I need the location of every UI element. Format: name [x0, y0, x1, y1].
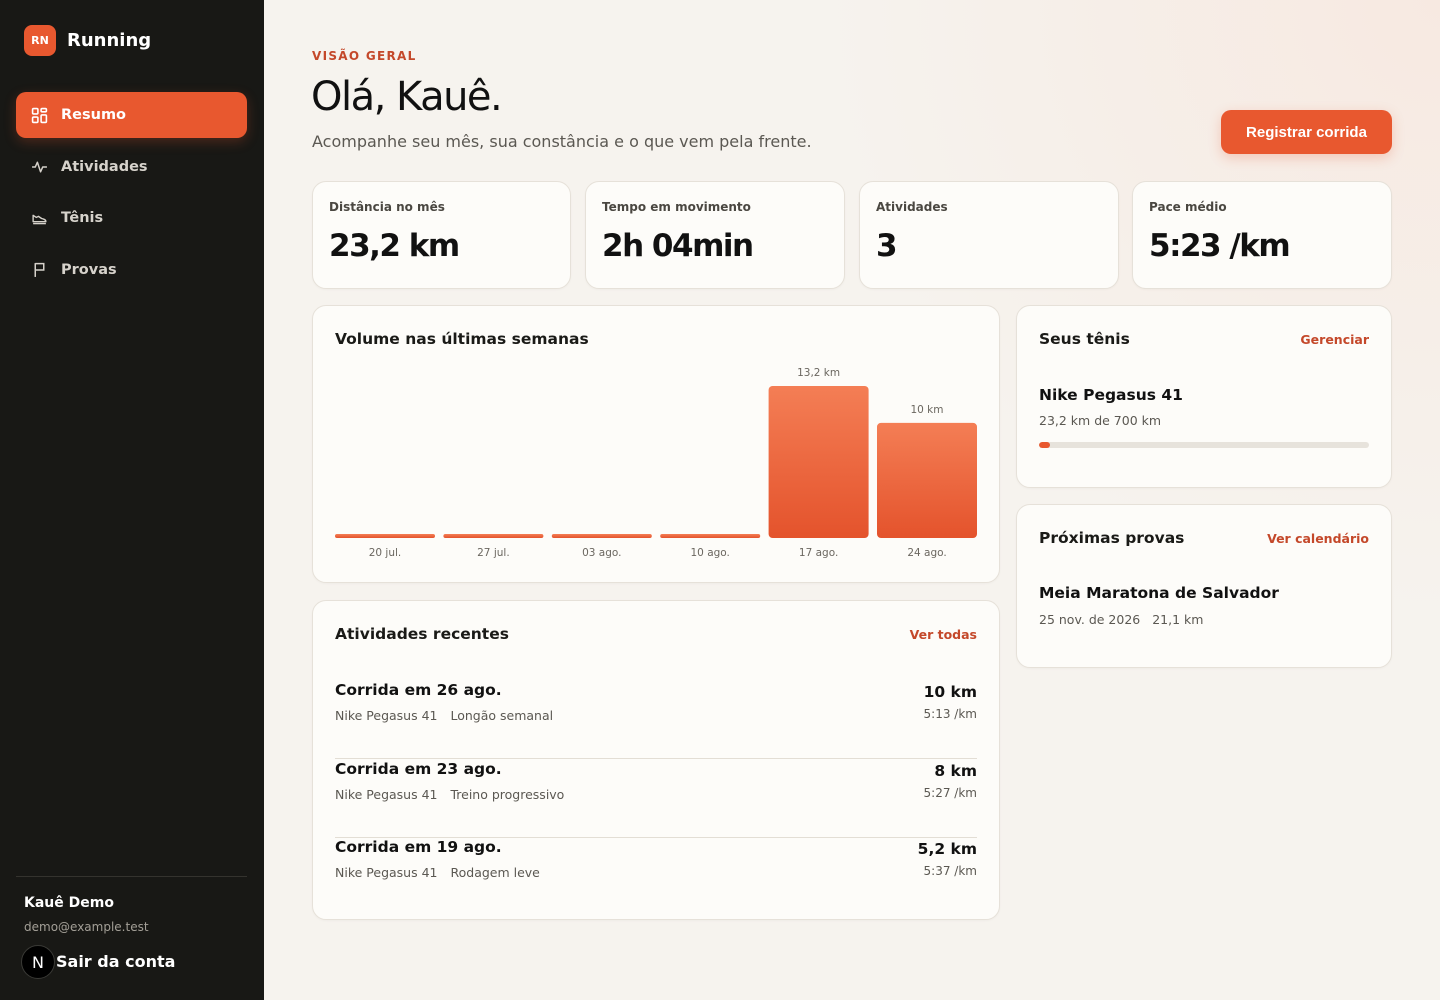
brand[interactable]: RN Running [24, 25, 151, 56]
stat-label: Atividades [876, 200, 948, 214]
activity-row[interactable]: Corrida em 26 ago. Nike Pegasus 41 Longã… [335, 681, 977, 759]
sidebar-divider [16, 876, 247, 877]
sidebar-item-label: Tênis [61, 210, 104, 226]
stat-card-moving-time: Tempo em movimento 2h 04min [585, 181, 845, 289]
activity-row[interactable]: Corrida em 23 ago. Nike Pegasus 41 Trein… [335, 760, 977, 838]
register-run-button[interactable]: Registrar corrida [1221, 110, 1392, 154]
brand-name: Running [67, 30, 152, 51]
dev-badge[interactable]: N [21, 945, 55, 979]
logout-button[interactable]: Sair da conta [56, 952, 176, 971]
activity-meta: Nike Pegasus 41 Rodagem leve [335, 865, 540, 880]
race-meta: 25 nov. de 2026 21,1 km [1039, 612, 1203, 627]
activity-shoe: Nike Pegasus 41 [335, 865, 438, 880]
activity-row[interactable]: Corrida em 19 ago. Nike Pegasus 41 Rodag… [335, 838, 977, 916]
chart-bar[interactable] [660, 534, 761, 538]
activity-note: Treino progressivo [450, 787, 565, 802]
page-title: Olá, Kauê. [311, 74, 503, 120]
shoes-title: Seus tênis [1039, 330, 1130, 348]
chart-bar[interactable] [768, 386, 869, 538]
see-all-link[interactable]: Ver todas [909, 627, 977, 642]
activity-pace: 5:13 /km [923, 707, 977, 721]
main-content: VISÃO GERAL Olá, Kauê. Acompanhe seu mês… [264, 0, 1440, 1000]
activity-distance: 10 km [923, 683, 977, 701]
sidebar-nav: Resumo Atividades Tênis Provas [16, 92, 247, 298]
activity-note: Rodagem leve [450, 865, 540, 880]
recent-activities-card: Atividades recentes Ver todas Corrida em… [312, 600, 1000, 920]
x-tick-label: 20 jul. [369, 547, 402, 559]
x-tick-label: 03 ago. [582, 547, 621, 559]
bar-data-label: 13,2 km [797, 367, 840, 379]
chart-bar[interactable] [551, 534, 652, 538]
stat-value: 3 [876, 228, 898, 264]
brand-logo: RN [24, 25, 56, 56]
activity-pace: 5:27 /km [923, 786, 977, 800]
activity-distance: 8 km [934, 762, 977, 780]
stat-value: 5:23 /km [1149, 228, 1291, 264]
activity-title: Corrida em 23 ago. [335, 760, 502, 778]
activity-meta: Nike Pegasus 41 Treino progressivo [335, 787, 564, 802]
stat-label: Pace médio [1149, 200, 1227, 214]
sidebar: RN Running Resumo Atividades Tênis Pro [0, 0, 264, 1000]
activity-shoe: Nike Pegasus 41 [335, 787, 438, 802]
recent-activities-title: Atividades recentes [335, 625, 509, 643]
race-date: 25 nov. de 2026 [1039, 612, 1141, 627]
x-tick-label: 17 ago. [799, 547, 838, 559]
chart-bar[interactable] [443, 534, 544, 538]
activity-distance: 5,2 km [917, 840, 977, 858]
chart-bar[interactable] [877, 422, 977, 538]
x-tick-label: 27 jul. [477, 547, 510, 559]
volume-chart-card: Volume nas últimas semanas 20 jul. 27 jul… [312, 305, 1000, 583]
page-eyebrow: VISÃO GERAL [312, 49, 417, 63]
sidebar-item-tenis[interactable]: Tênis [16, 195, 247, 241]
shoe-icon [31, 210, 48, 227]
x-tick-label: 10 ago. [691, 547, 730, 559]
activity-meta: Nike Pegasus 41 Longão semanal [335, 708, 553, 723]
sidebar-item-label: Resumo [61, 107, 127, 123]
volume-bar-chart: 20 jul. 27 jul. 03 ago. 10 ago. 17 ago. 13,2 … [335, 367, 977, 559]
x-tick-label: 24 ago. [907, 547, 946, 559]
see-calendar-link[interactable]: Ver calendário [1267, 531, 1369, 546]
sidebar-item-resumo[interactable]: Resumo [16, 92, 247, 138]
bar-data-label: 10 km [910, 404, 943, 416]
user-name: Kauê Demo [24, 895, 114, 911]
activity-pulse-icon [31, 158, 48, 175]
stat-value: 23,2 km [329, 228, 460, 264]
stat-value: 2h 04min [602, 228, 754, 264]
manage-shoes-link[interactable]: Gerenciar [1300, 332, 1369, 347]
upcoming-races-card: Próximas provas Ver calendário Meia Mara… [1016, 504, 1392, 668]
sidebar-item-label: Atividades [61, 158, 148, 175]
user-email: demo@example.test [24, 920, 149, 934]
stat-label: Tempo em movimento [602, 200, 751, 214]
sidebar-item-label: Provas [61, 261, 117, 278]
activity-title: Corrida em 26 ago. [335, 681, 502, 699]
chart-title: Volume nas últimas semanas [335, 330, 589, 348]
shoe-mileage-progress [1039, 442, 1369, 448]
races-title: Próximas provas [1039, 529, 1185, 547]
activity-shoe: Nike Pegasus 41 [335, 708, 438, 723]
activity-pace: 5:37 /km [923, 864, 977, 878]
race-distance: 21,1 km [1152, 612, 1204, 627]
dashboard-icon [31, 107, 48, 124]
shoes-card: Seus tênis Gerenciar Nike Pegasus 41 23,… [1016, 305, 1392, 488]
stat-card-average-pace: Pace médio 5:23 /km [1132, 181, 1392, 289]
shoe-mileage: 23,2 km de 700 km [1039, 413, 1162, 428]
chart-bar[interactable] [335, 534, 435, 538]
page-subtitle: Acompanhe seu mês, sua constância e o qu… [312, 132, 812, 151]
race-name: Meia Maratona de Salvador [1039, 584, 1279, 602]
activity-title: Corrida em 19 ago. [335, 838, 502, 856]
stat-card-distance: Distância no mês 23,2 km [312, 181, 571, 289]
stat-label: Distância no mês [329, 200, 445, 214]
flag-icon [31, 261, 48, 278]
progress-fill [1039, 442, 1050, 448]
sidebar-item-provas[interactable]: Provas [16, 247, 247, 293]
sidebar-item-atividades[interactable]: Atividades [16, 144, 247, 190]
stat-card-activities: Atividades 3 [859, 181, 1119, 289]
shoe-name: Nike Pegasus 41 [1039, 386, 1183, 404]
activity-note: Longão semanal [450, 708, 554, 723]
